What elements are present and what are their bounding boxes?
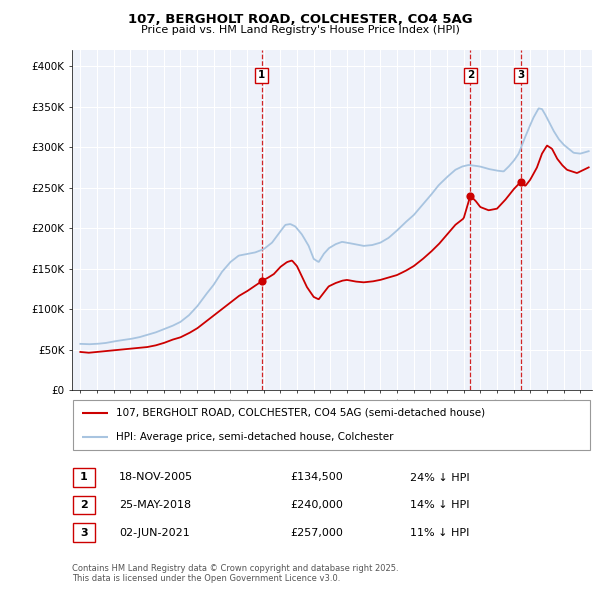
Point — [257, 276, 266, 286]
Text: 14% ↓ HPI: 14% ↓ HPI — [410, 500, 470, 510]
Text: 107, BERGHOLT ROAD, COLCHESTER, CO4 5AG (semi-detached house): 107, BERGHOLT ROAD, COLCHESTER, CO4 5AG … — [116, 408, 485, 418]
Text: 3: 3 — [80, 527, 88, 537]
Text: Price paid vs. HM Land Registry's House Price Index (HPI): Price paid vs. HM Land Registry's House … — [140, 25, 460, 35]
Text: 24% ↓ HPI: 24% ↓ HPI — [410, 473, 470, 483]
Text: 11% ↓ HPI: 11% ↓ HPI — [410, 527, 469, 537]
Text: 3: 3 — [517, 70, 524, 80]
FancyBboxPatch shape — [73, 496, 95, 514]
Text: 1: 1 — [80, 473, 88, 483]
FancyBboxPatch shape — [73, 468, 95, 487]
Point — [466, 191, 475, 201]
Text: £257,000: £257,000 — [290, 527, 343, 537]
Text: 2: 2 — [80, 500, 88, 510]
Text: 1: 1 — [258, 70, 265, 80]
Text: Contains HM Land Registry data © Crown copyright and database right 2025.
This d: Contains HM Land Registry data © Crown c… — [72, 563, 398, 583]
Text: 18-NOV-2005: 18-NOV-2005 — [119, 473, 193, 483]
Point — [516, 177, 526, 186]
Text: 107, BERGHOLT ROAD, COLCHESTER, CO4 5AG: 107, BERGHOLT ROAD, COLCHESTER, CO4 5AG — [128, 13, 472, 26]
FancyBboxPatch shape — [73, 523, 95, 542]
Text: 2: 2 — [467, 70, 474, 80]
FancyBboxPatch shape — [73, 400, 590, 450]
Text: HPI: Average price, semi-detached house, Colchester: HPI: Average price, semi-detached house,… — [116, 432, 394, 442]
Text: £134,500: £134,500 — [290, 473, 343, 483]
Text: 02-JUN-2021: 02-JUN-2021 — [119, 527, 190, 537]
Text: 25-MAY-2018: 25-MAY-2018 — [119, 500, 191, 510]
Text: £240,000: £240,000 — [290, 500, 343, 510]
